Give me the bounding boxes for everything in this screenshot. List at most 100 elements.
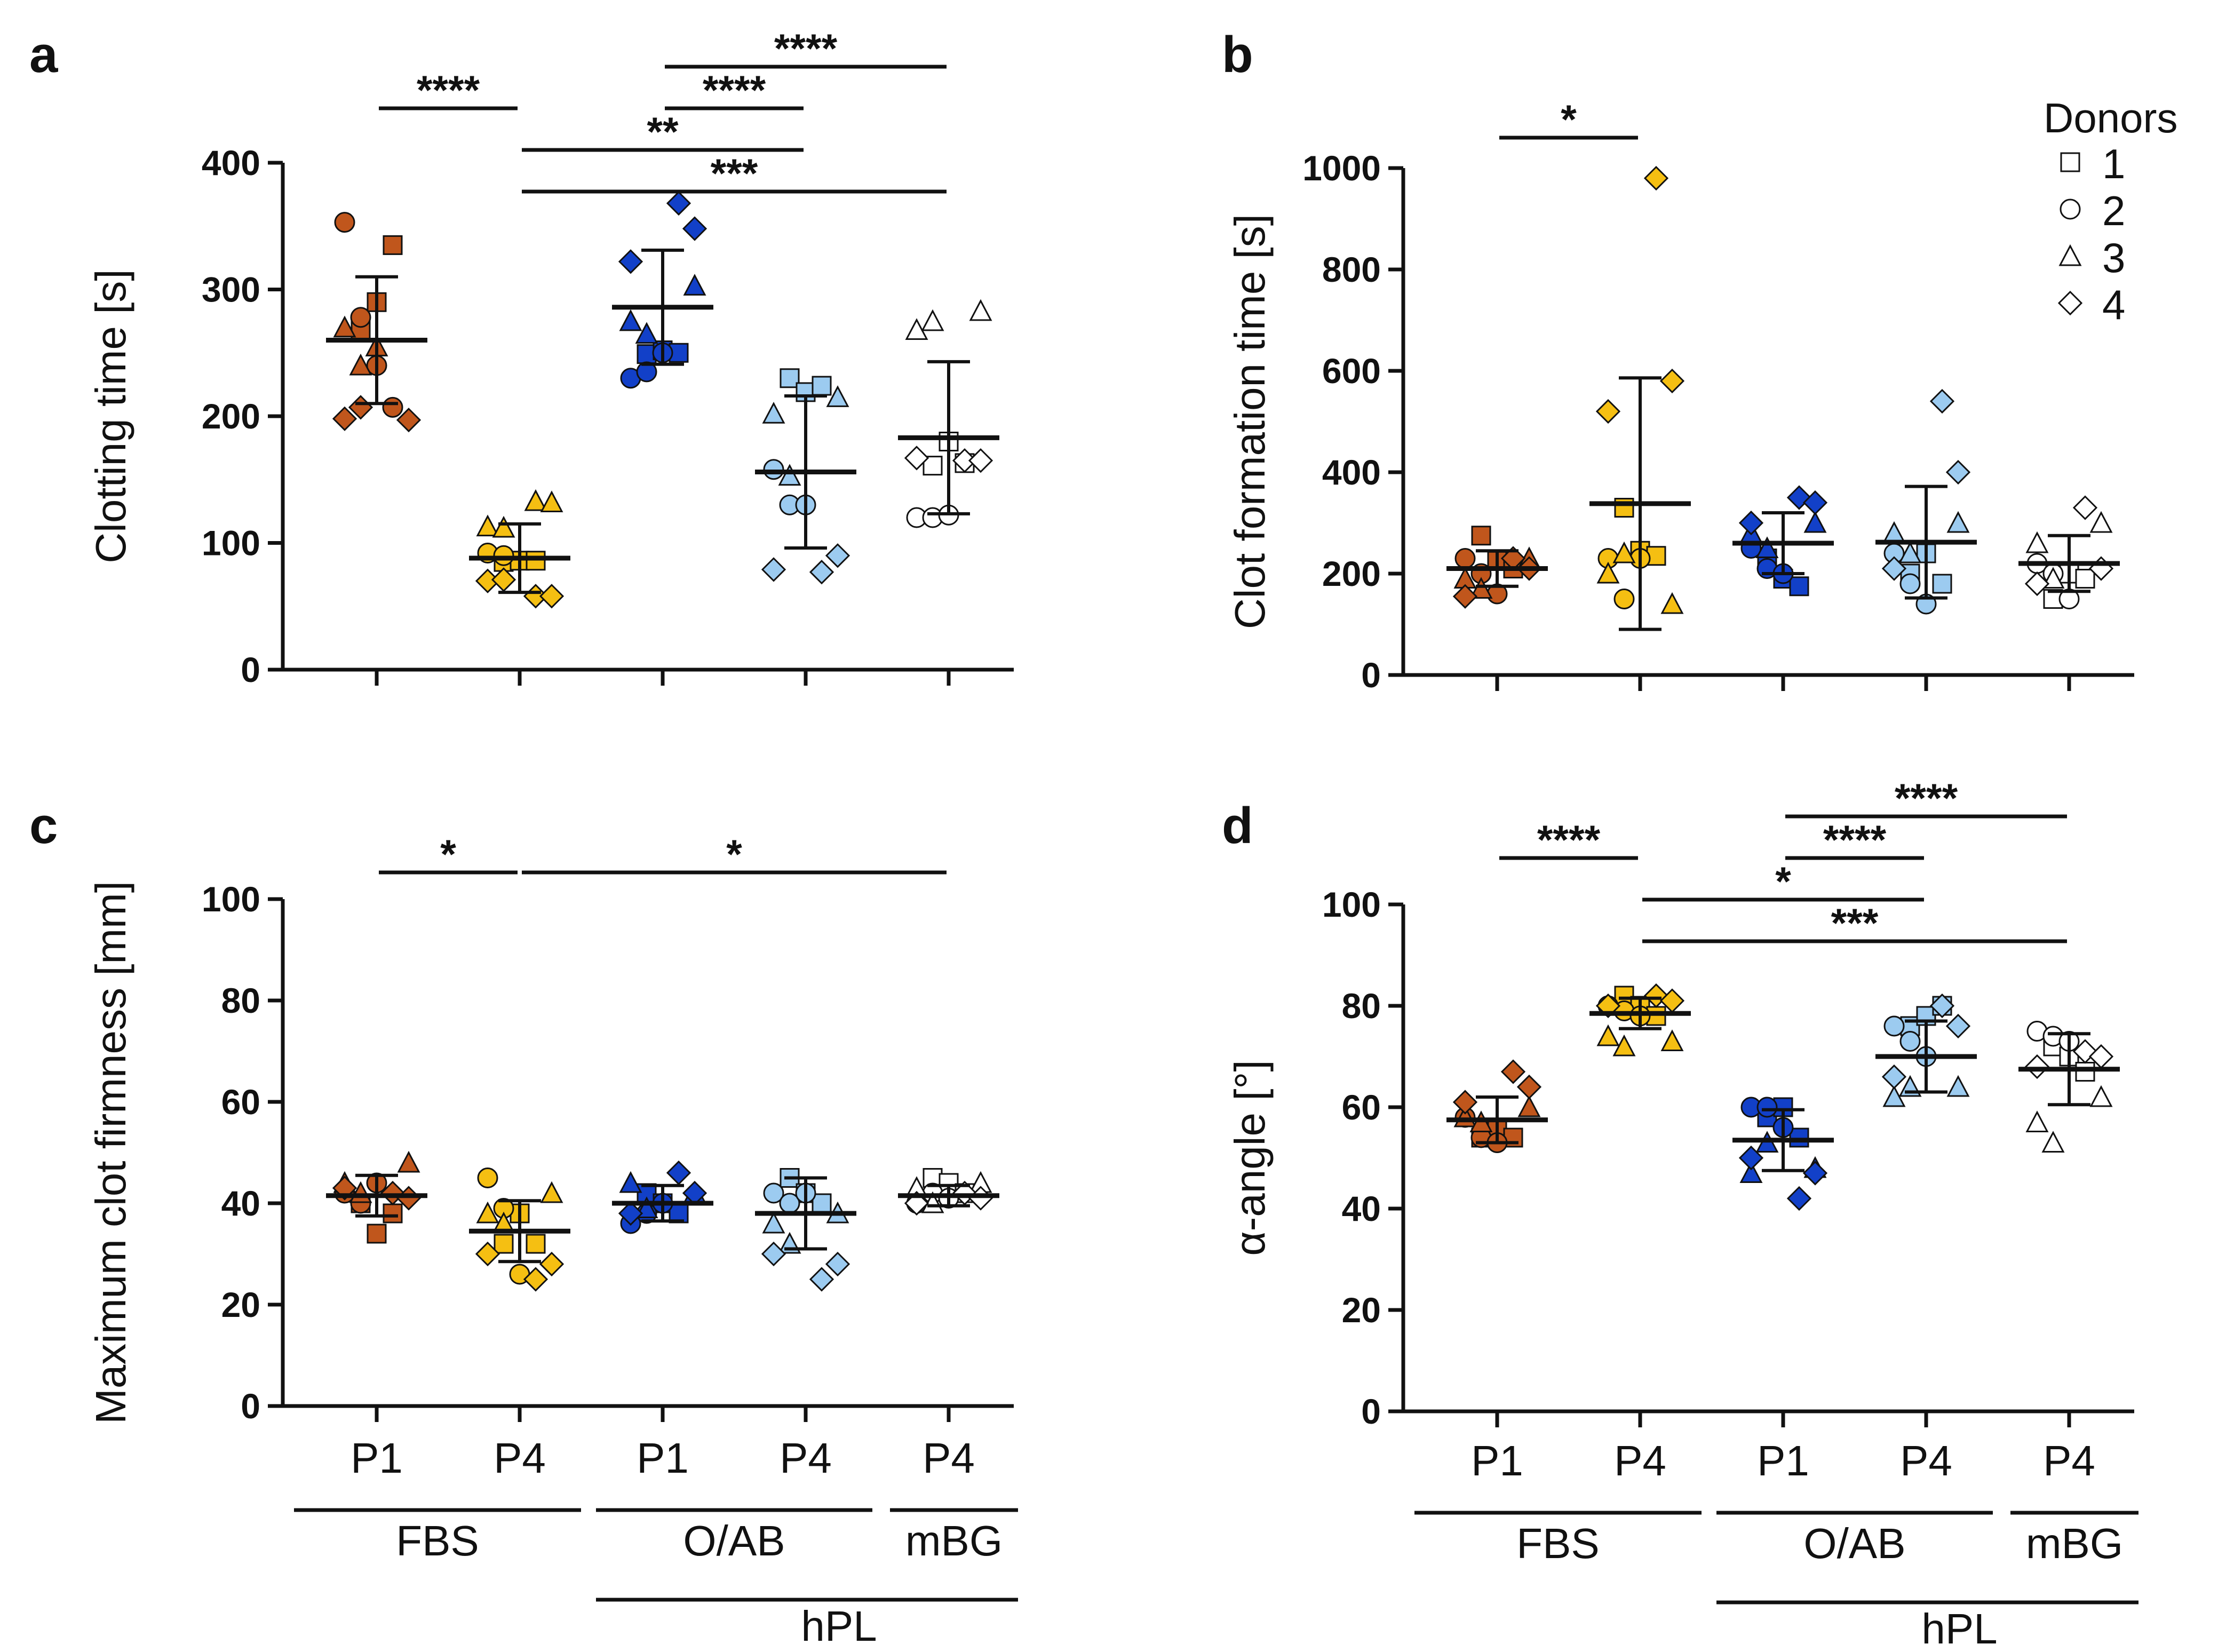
y-axis-label: Clotting time [s] — [87, 269, 134, 563]
data-point-donor-3 — [619, 1171, 642, 1193]
significance-bracket: *** — [522, 151, 947, 196]
passage-label: P4 — [2043, 1437, 2095, 1484]
series-mbg-p4 — [2018, 495, 2120, 609]
series-fbs-p1 — [326, 212, 427, 433]
significance-bracket: * — [522, 832, 947, 877]
data-point-donor-1 — [526, 551, 546, 571]
y-tick-label: 800 — [1322, 250, 1381, 289]
y-tick-label: 60 — [221, 1082, 260, 1122]
y-tick-label: 80 — [221, 981, 260, 1020]
data-point-donor-2 — [763, 459, 784, 480]
data-point-donor-4 — [2072, 495, 2098, 520]
data-point-donor-4 — [396, 408, 422, 433]
panel-label-d: d — [1222, 797, 1253, 854]
y-axis-label: α-angle [°] — [1226, 1060, 1274, 1256]
data-point-donor-4 — [1945, 459, 1971, 485]
data-point-donor-1 — [1789, 576, 1809, 597]
data-point-donor-4 — [809, 560, 834, 585]
data-point-donor-2 — [477, 1167, 498, 1188]
significance-label: **** — [703, 68, 766, 113]
significance-bracket: **** — [1785, 776, 2067, 821]
y-tick-label: 60 — [1342, 1087, 1381, 1127]
series-o-ab-p1 — [1732, 1097, 1834, 1211]
data-point-donor-3 — [2025, 531, 2049, 553]
data-point-donor-4 — [523, 1267, 548, 1292]
data-point-donor-3 — [2041, 1131, 2065, 1153]
group-labels-panel-c: P1 P4 P1 P4 P4 FBS O/AB mBG hPL — [294, 1434, 1018, 1650]
y-tick-label: 0 — [1361, 655, 1381, 695]
data-point-donor-3 — [492, 515, 515, 538]
data-point-donor-4 — [1945, 1013, 1971, 1039]
series-o-ab-p4 — [1875, 993, 1977, 1107]
y-axis-label: Maximum clot firmness [mm] — [87, 881, 134, 1424]
y-tick-label: 100 — [1322, 885, 1381, 924]
significance-bracket: **** — [665, 68, 804, 113]
data-point-donor-3 — [778, 464, 801, 486]
data-point-donor-3 — [921, 309, 944, 331]
significance-label: * — [1561, 97, 1577, 142]
data-point-donor-4 — [666, 190, 691, 216]
series-o-ab-p4 — [755, 368, 856, 585]
data-point-donor-3 — [540, 490, 563, 512]
data-point-donor-4 — [1881, 556, 1907, 581]
data-point-donor-4 — [666, 1160, 691, 1186]
passage-label: P4 — [494, 1434, 546, 1482]
significance-label: *** — [1831, 901, 1879, 946]
data-point-donor-1 — [1932, 574, 1952, 594]
series-fbs-p4 — [1589, 983, 1691, 1057]
data-point-donor-3 — [762, 1211, 785, 1234]
y-tick-label: 0 — [241, 1386, 260, 1426]
fbs-label: FBS — [396, 1517, 479, 1564]
data-point-donor-4 — [1738, 1145, 1764, 1171]
series-fbs-p4 — [1589, 165, 1691, 631]
passage-label: P1 — [637, 1434, 689, 1482]
significance-label: * — [1775, 859, 1791, 904]
data-point-donor-3 — [349, 353, 372, 376]
y-tick-label: 100 — [202, 879, 260, 919]
series-fbs-p1 — [1446, 526, 1548, 609]
data-point-donor-1 — [383, 235, 403, 255]
data-point-donor-4 — [618, 1201, 643, 1226]
series-fbs-p4 — [469, 1167, 570, 1292]
passage-label: P4 — [1614, 1437, 1666, 1484]
passage-label: P4 — [780, 1434, 832, 1482]
data-point-donor-3 — [826, 385, 849, 407]
data-point-donor-4 — [1659, 368, 1685, 394]
y-tick-label: 0 — [241, 650, 260, 689]
y-tick-label: 300 — [202, 270, 260, 309]
data-point-donor-3 — [1946, 511, 1970, 533]
y-tick-label: 1000 — [1302, 148, 1381, 188]
significance-label: *** — [711, 151, 758, 196]
data-point-donor-4 — [618, 249, 643, 274]
data-point-donor-3 — [1660, 592, 1684, 614]
data-point-donor-4 — [682, 216, 707, 241]
data-point-donor-3 — [476, 1201, 499, 1224]
data-point-donor-3 — [1739, 1161, 1763, 1183]
series-o-ab-p4 — [1875, 388, 1977, 615]
data-point-donor-4 — [761, 557, 786, 582]
hpl-label: hPL — [1921, 1605, 1997, 1652]
passage-label: P1 — [351, 1434, 403, 1482]
group-labels-panel-d: P1 P4 P1 P4 P4 FBS O/AB mBG hPL — [1414, 1437, 2138, 1652]
data-point-donor-2 — [763, 1182, 784, 1204]
data-point-donor-4 — [904, 446, 929, 471]
y-tick-label: 600 — [1322, 351, 1381, 391]
data-point-donor-3 — [1469, 577, 1493, 599]
data-point-donor-4 — [1516, 1074, 1542, 1100]
oab-label: O/AB — [1803, 1520, 1905, 1567]
data-point-donor-3 — [969, 299, 992, 321]
data-point-donor-3 — [540, 1181, 563, 1203]
legend-label-donor-3: 3 — [2102, 234, 2125, 281]
significance-label: **** — [1537, 817, 1601, 863]
data-point-donor-3 — [2089, 1085, 2113, 1107]
data-point-donor-4 — [539, 1251, 565, 1277]
y-tick-label: 40 — [221, 1184, 260, 1223]
series-mbg-p4 — [898, 299, 999, 528]
significance-label: **** — [1895, 776, 1958, 821]
data-point-donor-3 — [1882, 521, 1906, 543]
significance-label: * — [726, 832, 742, 877]
significance-label: ** — [647, 109, 679, 155]
data-point-donor-4 — [1929, 388, 1955, 414]
data-point-donor-2 — [636, 361, 657, 383]
